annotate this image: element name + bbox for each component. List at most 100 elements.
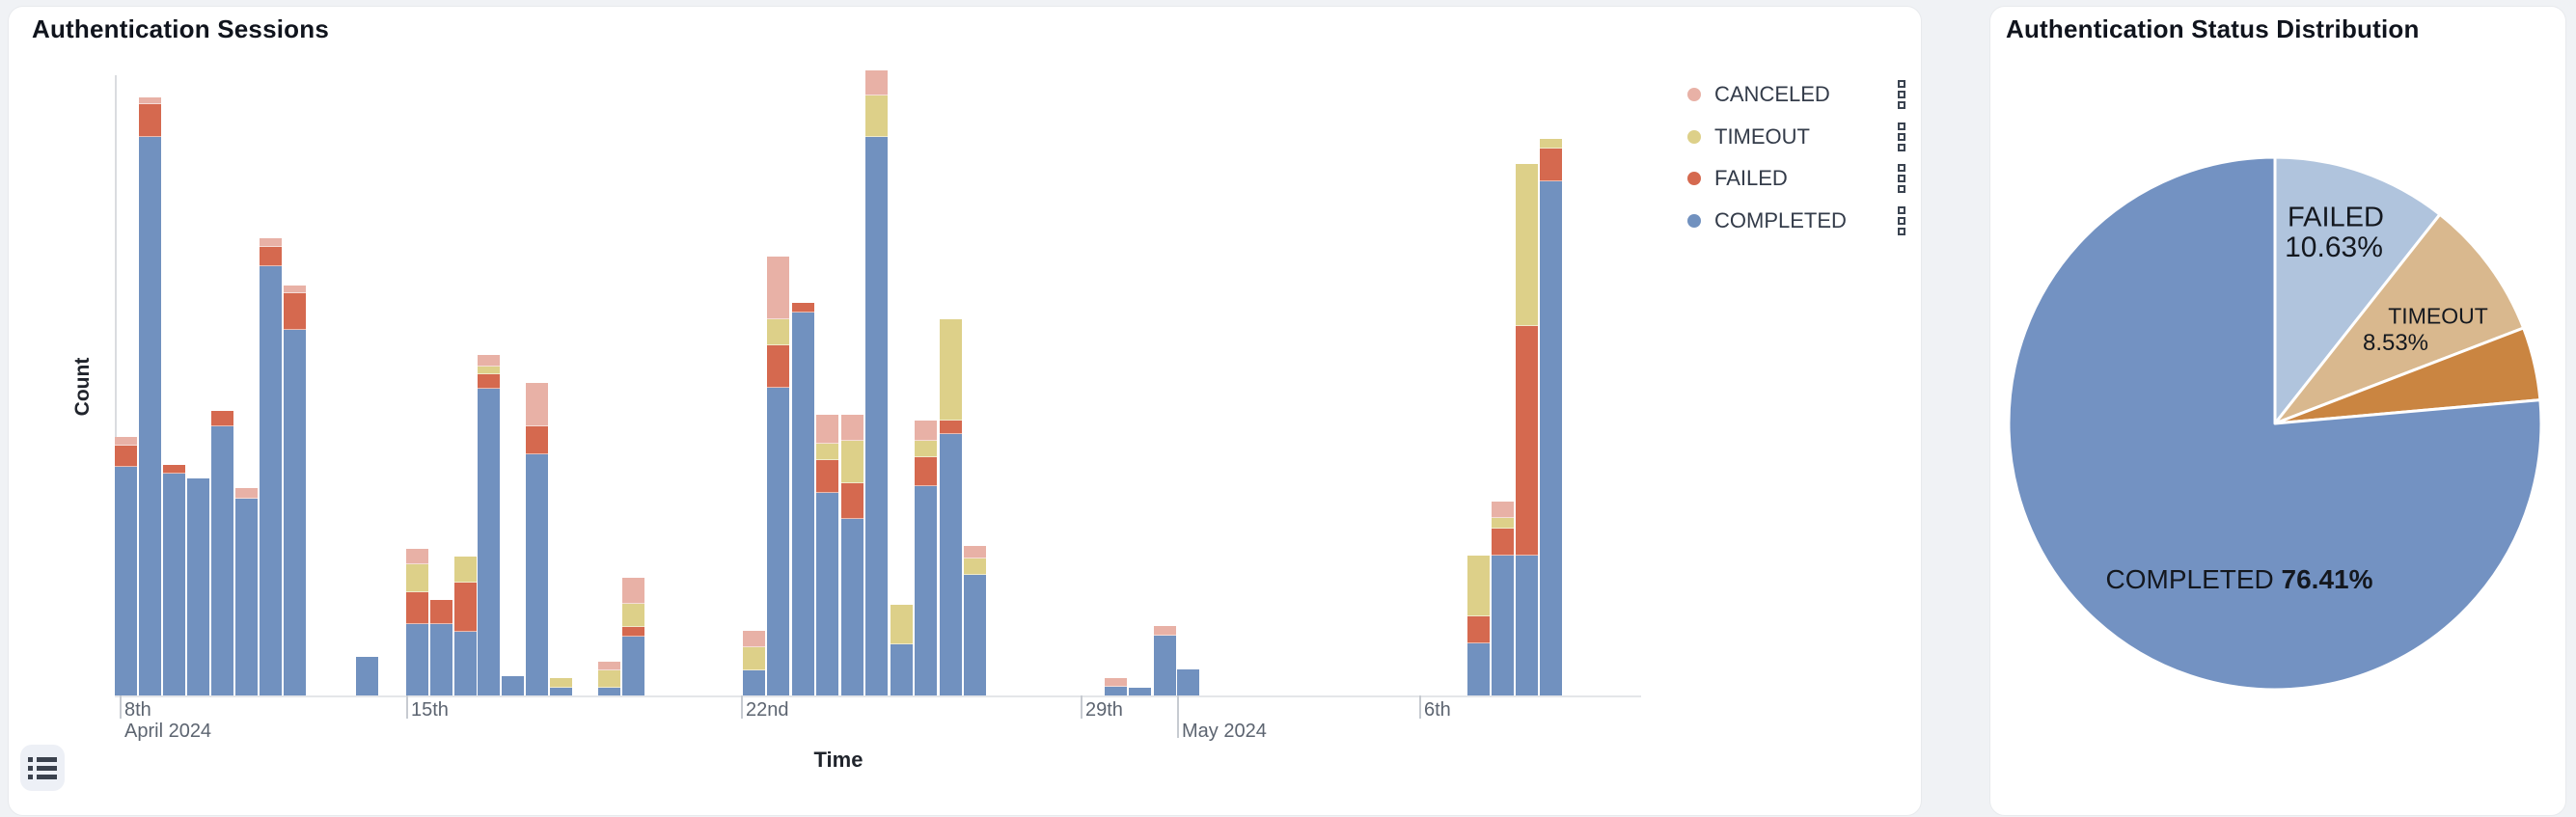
bar-segment-failed[interactable]	[915, 457, 937, 486]
stacked-bar[interactable]	[235, 488, 258, 695]
stacked-bar[interactable]	[598, 662, 620, 695]
bar-segment-completed[interactable]	[841, 519, 863, 695]
pie-slice-failed[interactable]	[2273, 155, 2442, 425]
bar-segment-timeout[interactable]	[940, 319, 962, 421]
bar-segment-completed[interactable]	[502, 676, 524, 695]
stacked-bar[interactable]	[1540, 139, 1562, 695]
stacked-bar[interactable]	[139, 97, 161, 695]
bar-segment-completed[interactable]	[1492, 556, 1514, 695]
bar-segment-completed[interactable]	[430, 624, 452, 695]
stacked-bar[interactable]	[163, 465, 185, 695]
stacked-bar[interactable]	[1516, 164, 1538, 695]
bar-segment-completed[interactable]	[526, 454, 548, 695]
stacked-bar[interactable]	[1154, 626, 1176, 695]
bar-segment-canceled[interactable]	[406, 549, 428, 564]
stacked-bar[interactable]	[816, 415, 838, 695]
bar-segment-completed[interactable]	[163, 474, 185, 695]
bar-segment-completed[interactable]	[1129, 688, 1151, 695]
bar-segment-canceled[interactable]	[1105, 678, 1127, 687]
bar-segment-completed[interactable]	[478, 389, 500, 695]
bar-segment-completed[interactable]	[260, 266, 282, 695]
bar-segment-canceled[interactable]	[526, 383, 548, 426]
bar-segment-timeout[interactable]	[1492, 518, 1514, 529]
bar-segment-completed[interactable]	[406, 624, 428, 695]
stacked-bar[interactable]	[1492, 502, 1514, 695]
bar-segment-canceled[interactable]	[139, 97, 161, 104]
stacked-bar[interactable]	[767, 257, 789, 695]
bar-segment-completed[interactable]	[964, 575, 986, 695]
bar-segment-completed[interactable]	[115, 467, 137, 695]
bar-segment-failed[interactable]	[526, 426, 548, 454]
bar-segment-failed[interactable]	[260, 247, 282, 266]
bar-segment-completed[interactable]	[1177, 669, 1199, 695]
bar-segment-completed[interactable]	[211, 426, 233, 695]
bar-segment-completed[interactable]	[891, 644, 913, 695]
bar-segment-failed[interactable]	[454, 583, 477, 632]
bar-segment-completed[interactable]	[915, 486, 937, 695]
stacked-bar[interactable]	[865, 70, 888, 695]
bar-segment-failed[interactable]	[115, 446, 137, 467]
bar-segment-failed[interactable]	[430, 600, 452, 624]
bar-segment-completed[interactable]	[454, 632, 477, 695]
legend-item-failed[interactable]: FAILED	[1687, 164, 1905, 193]
bar-segment-canceled[interactable]	[915, 421, 937, 441]
stacked-bar[interactable]	[743, 631, 765, 695]
legend-drag-handle-icon[interactable]	[1898, 121, 1905, 152]
bar-segment-failed[interactable]	[1492, 529, 1514, 556]
bar-segment-completed[interactable]	[1105, 687, 1127, 695]
bar-segment-timeout[interactable]	[964, 558, 986, 575]
stacked-bar[interactable]	[841, 415, 863, 695]
bar-segment-canceled[interactable]	[841, 415, 863, 441]
bar-segment-canceled[interactable]	[598, 662, 620, 670]
bar-segment-canceled[interactable]	[964, 546, 986, 558]
stacked-bar[interactable]	[502, 676, 524, 695]
legend-item-timeout[interactable]: TIMEOUT	[1687, 122, 1905, 151]
stacked-bar[interactable]	[891, 605, 913, 695]
bar-segment-failed[interactable]	[841, 483, 863, 519]
bar-segment-timeout[interactable]	[767, 319, 789, 345]
bar-segment-completed[interactable]	[1467, 643, 1490, 695]
bar-segment-canceled[interactable]	[865, 70, 888, 95]
bar-segment-canceled[interactable]	[478, 355, 500, 367]
bar-segment-timeout[interactable]	[891, 605, 913, 644]
legend-item-canceled[interactable]: CANCELED	[1687, 80, 1905, 109]
stacked-bar[interactable]	[792, 303, 814, 695]
bar-segment-canceled[interactable]	[115, 437, 137, 446]
bar-segment-timeout[interactable]	[915, 441, 937, 457]
pie-slice-completed[interactable]	[2007, 155, 2543, 692]
stacked-bar[interactable]	[622, 578, 644, 695]
bar-segment-timeout[interactable]	[1467, 556, 1490, 616]
bar-segment-failed[interactable]	[139, 104, 161, 137]
bar-segment-canceled[interactable]	[1154, 626, 1176, 636]
bar-segment-failed[interactable]	[1467, 616, 1490, 643]
bar-segment-canceled[interactable]	[235, 488, 258, 499]
bar-segment-timeout[interactable]	[743, 647, 765, 670]
stacked-bar[interactable]	[115, 437, 137, 695]
stacked-bar[interactable]	[356, 657, 378, 695]
bar-segment-completed[interactable]	[139, 137, 161, 695]
bar-segment-timeout[interactable]	[841, 441, 863, 483]
bar-segment-completed[interactable]	[550, 688, 572, 695]
bar-segment-failed[interactable]	[284, 293, 306, 330]
bar-segment-failed[interactable]	[163, 465, 185, 474]
bar-segment-timeout[interactable]	[816, 444, 838, 460]
bar-segment-completed[interactable]	[1154, 636, 1176, 695]
bar-segment-timeout[interactable]	[478, 367, 500, 374]
bar-segment-completed[interactable]	[865, 137, 888, 695]
stacked-bar[interactable]	[915, 421, 937, 695]
stacked-bar[interactable]	[187, 478, 209, 695]
bar-segment-canceled[interactable]	[816, 415, 838, 444]
bar-segment-completed[interactable]	[235, 499, 258, 695]
stacked-bar[interactable]	[406, 549, 428, 695]
stacked-bar[interactable]	[284, 286, 306, 695]
stacked-bar[interactable]	[478, 355, 500, 695]
legend-drag-handle-icon[interactable]	[1898, 79, 1905, 111]
stacked-bar[interactable]	[1177, 669, 1199, 695]
stacked-bar[interactable]	[1467, 556, 1490, 695]
stacked-bar[interactable]	[430, 600, 452, 695]
stacked-bar[interactable]	[211, 411, 233, 695]
bar-segment-failed[interactable]	[622, 627, 644, 637]
bar-segment-completed[interactable]	[187, 478, 209, 695]
stacked-bar[interactable]	[260, 238, 282, 695]
bar-segment-failed[interactable]	[767, 345, 789, 388]
